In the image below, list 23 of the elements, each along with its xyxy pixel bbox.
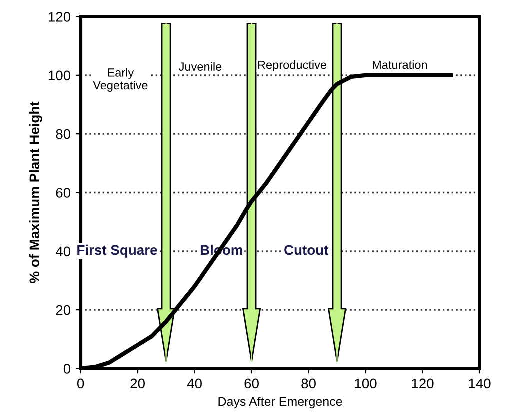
y-axis-title: % of Maximum Plant Height xyxy=(29,102,42,284)
x-tick-label: 40 xyxy=(187,378,202,389)
y-tick-label: 100 xyxy=(48,70,71,81)
y-tick-label: 0 xyxy=(64,364,71,374)
x-tick-label: 0 xyxy=(77,378,84,389)
x-tick-label: 80 xyxy=(302,378,316,389)
annotation: Juvenile xyxy=(179,62,222,71)
annotation: Reproductive xyxy=(258,60,326,72)
y-tick-label: 40 xyxy=(56,246,71,257)
x-tick-label: 140 xyxy=(469,378,491,389)
y-tick-label: 120 xyxy=(48,12,71,22)
y-tick-label: 60 xyxy=(56,188,71,198)
x-tick-label: 120 xyxy=(412,378,434,389)
y-tick-label: 80 xyxy=(56,129,71,140)
annotation: Maturation xyxy=(373,60,428,70)
annotation: Early Vegetative xyxy=(93,68,148,92)
ref-line-label: Cutout xyxy=(284,245,329,256)
x-tick-label: 20 xyxy=(130,378,145,389)
ref-line-label: First Square xyxy=(78,244,158,258)
x-axis-title: Days After Emergence xyxy=(218,396,342,409)
x-tick-label: 60 xyxy=(244,378,259,389)
y-tick-label: 20 xyxy=(56,305,71,316)
x-tick-label: 100 xyxy=(355,378,377,389)
